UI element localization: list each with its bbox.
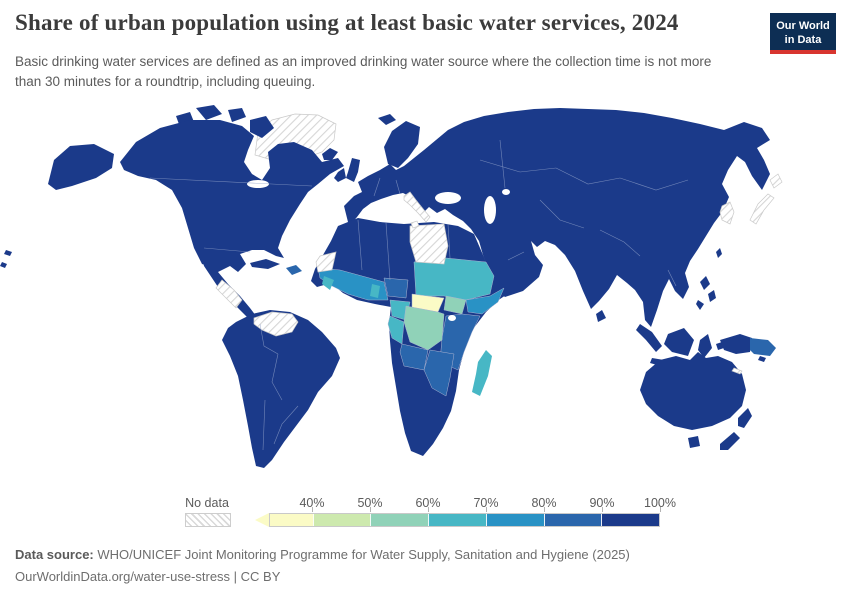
legend-tickmark	[486, 507, 487, 512]
owid-logo-line2: in Data	[784, 33, 822, 46]
region-alaska[interactable]	[48, 144, 114, 190]
legend-tick-100: 100%	[644, 496, 676, 510]
country-sierra-leone[interactable]	[322, 276, 334, 290]
world-map-svg	[0, 105, 783, 468]
owid-logo-line1: Our World	[776, 20, 830, 32]
island-sumatra[interactable]	[636, 324, 662, 352]
island-hawaii-1[interactable]	[4, 250, 12, 256]
country-philippines-visayas[interactable]	[708, 290, 716, 302]
country-venezuela[interactable]	[253, 311, 299, 337]
legend-tick-50: 50%	[357, 496, 383, 510]
country-togo-benin[interactable]	[370, 284, 380, 298]
great-lakes	[247, 180, 269, 188]
country-australia[interactable]	[640, 352, 746, 430]
region-eurasia[interactable]	[344, 108, 770, 327]
country-south-korea[interactable]	[719, 201, 735, 225]
country-japan-hokkaido[interactable]	[769, 173, 783, 189]
legend-no-data-label: No data	[185, 496, 229, 510]
country-philippines-luzon[interactable]	[700, 276, 710, 290]
page-title: Share of urban population using at least…	[15, 10, 679, 35]
owid-logo-red-strip	[770, 50, 836, 54]
caspian-sea	[484, 196, 496, 224]
island-new-caledonia[interactable]	[731, 367, 743, 375]
legend-tick-90: 90%	[589, 496, 615, 510]
country-borders	[149, 139, 689, 451]
data-source-text: WHO/UNICEF Joint Monitoring Programme fo…	[93, 547, 630, 562]
country-western-sahara[interactable]	[315, 251, 337, 273]
legend-tick-70: 70%	[473, 496, 499, 510]
island-hawaii-2[interactable]	[0, 262, 7, 268]
country-papua-new-guinea[interactable]	[750, 338, 776, 356]
black-sea	[435, 192, 461, 204]
legend-tick-40: 40%	[299, 496, 325, 510]
legend-bin-50-60[interactable]	[370, 514, 429, 526]
country-nigeria[interactable]	[383, 277, 409, 299]
legend-tick-80: 80%	[531, 496, 557, 510]
legend-arrow-tip	[255, 513, 269, 527]
region-scandinavia[interactable]	[384, 121, 420, 168]
region-svalbard[interactable]	[378, 114, 396, 125]
legend-bin-70-80[interactable]	[485, 514, 544, 526]
legend-tickmark	[544, 507, 545, 512]
region-ethiopia-horn[interactable]	[465, 287, 505, 315]
legend-tick-60: 60%	[415, 496, 441, 510]
country-nicaragua[interactable]	[215, 279, 243, 309]
island-tasmania[interactable]	[688, 436, 700, 448]
country-taiwan[interactable]	[716, 248, 722, 258]
country-philippines-mindanao[interactable]	[696, 300, 704, 310]
region-canadian-arctic-1[interactable]	[196, 105, 222, 120]
region-zambia-mozambique[interactable]	[423, 349, 455, 397]
country-ireland[interactable]	[334, 168, 346, 182]
region-baffin-island[interactable]	[250, 116, 274, 138]
country-madagascar[interactable]	[472, 350, 492, 396]
owid-logo[interactable]: Our World in Data	[770, 13, 836, 54]
aral-sea	[502, 189, 510, 195]
region-canadian-arctic-2[interactable]	[228, 108, 246, 122]
island-borneo[interactable]	[664, 328, 694, 356]
island-sulawesi[interactable]	[698, 334, 712, 358]
legend-bin-under-40[interactable]	[270, 514, 313, 526]
legend-tickmark	[428, 507, 429, 512]
country-japan-honshu[interactable]	[749, 193, 775, 225]
island-fiji[interactable]	[758, 356, 766, 362]
lake-victoria	[448, 315, 456, 321]
citation-line[interactable]: OurWorldinData.org/water-use-stress | CC…	[15, 569, 281, 585]
country-italy[interactable]	[403, 191, 431, 223]
legend-bin-60-70[interactable]	[428, 514, 486, 526]
data-source-label: Data source:	[15, 547, 94, 562]
region-sahel-chad-sudan[interactable]	[413, 257, 495, 301]
country-libya[interactable]	[409, 223, 449, 265]
country-hispaniola[interactable]	[286, 265, 302, 275]
region-north-america[interactable]	[120, 120, 344, 322]
country-dr-congo[interactable]	[403, 305, 445, 351]
legend-no-data-swatch[interactable]	[185, 513, 231, 527]
country-new-zealand-north[interactable]	[738, 408, 752, 428]
island-sicily[interactable]	[410, 220, 420, 229]
legend-bin-90-100[interactable]	[601, 514, 659, 526]
legend-bin-80-90[interactable]	[543, 514, 602, 526]
country-iceland[interactable]	[322, 148, 338, 160]
chart-footer: Data source: WHO/UNICEF Joint Monitoring…	[15, 544, 630, 588]
country-sri-lanka[interactable]	[596, 310, 606, 322]
world-map	[0, 100, 850, 490]
country-united-kingdom[interactable]	[346, 158, 360, 182]
island-new-guinea-west[interactable]	[720, 334, 752, 354]
country-new-zealand-south[interactable]	[720, 432, 740, 450]
legend-color-bar	[269, 513, 660, 527]
country-cuba[interactable]	[250, 259, 280, 269]
legend-tickmark	[370, 507, 371, 512]
map-legend: No data 40% 50% 60% 70% 80% 90% 100%	[0, 490, 850, 536]
region-congo-gabon[interactable]	[387, 315, 405, 345]
country-angola[interactable]	[399, 343, 429, 371]
legend-bin-40-50[interactable]	[312, 514, 371, 526]
legend-tickmark	[660, 507, 661, 512]
page-subtitle: Basic drinking water services are define…	[15, 54, 712, 89]
legend-tickmark	[602, 507, 603, 512]
legend-tickmark	[312, 507, 313, 512]
region-south-america[interactable]	[222, 310, 340, 468]
data-source-line: Data source: WHO/UNICEF Joint Monitoring…	[15, 544, 630, 566]
